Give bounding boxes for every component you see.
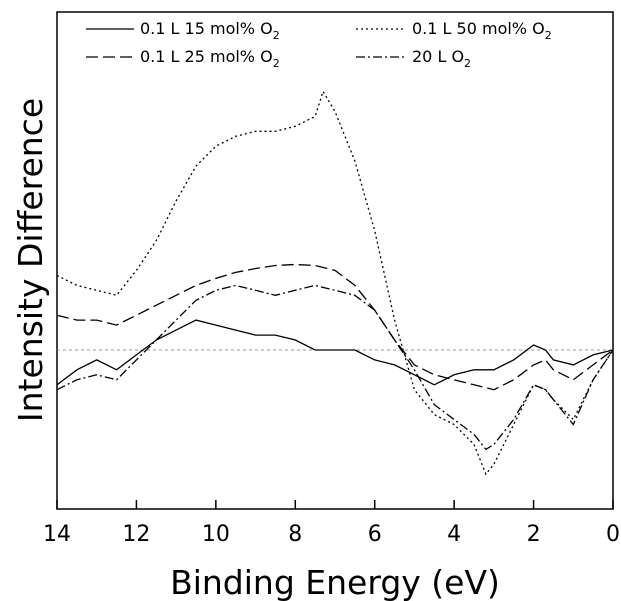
x-tick-label: 2 (527, 522, 541, 547)
series-line-3 (56, 89, 614, 476)
series-line-1 (56, 319, 614, 386)
series-line-2 (56, 263, 614, 391)
y-axis-title: Intensity Difference (11, 98, 50, 422)
x-tick-label: 8 (288, 522, 302, 547)
x-ticks: 14 12 10 8 6 4 2 0 (43, 500, 620, 547)
legend-label: 0.1 L 50 mol% O2 (412, 19, 552, 42)
x-tick-label: 14 (43, 522, 71, 547)
x-tick-label: 10 (202, 522, 230, 547)
legend-label: 0.1 L 15 mol% O2 (140, 19, 280, 42)
legend-label: 20 L O2 (412, 47, 471, 70)
x-tick-label: 6 (368, 522, 382, 547)
legend-label: 0.1 L 25 mol% O2 (140, 47, 280, 70)
x-tick-label: 12 (122, 522, 150, 547)
x-tick-label: 4 (447, 522, 461, 547)
plot-frame (56, 11, 614, 510)
series-layer (56, 89, 614, 476)
x-tick-label: 0 (606, 522, 620, 547)
series-line-4 (56, 284, 614, 451)
x-axis-title: Binding Energy (eV) (170, 563, 500, 601)
legend: 0.1 L 15 mol% O2 0.1 L 50 mol% O2 0.1 L 25… (86, 19, 552, 70)
